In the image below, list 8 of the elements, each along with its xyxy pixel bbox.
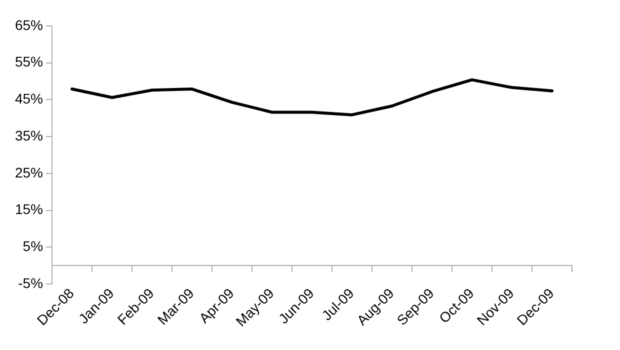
y-tick-label: 45% [14, 90, 44, 107]
y-tick-label: -5% [18, 274, 44, 291]
y-tick-label: 65% [14, 16, 44, 33]
y-tick-label: 25% [14, 164, 44, 180]
y-tick-label: 35% [14, 127, 44, 144]
y-tick-label: 55% [14, 54, 44, 70]
y-tick-label: 5% [22, 238, 44, 254]
y-tick-label: 15% [14, 201, 44, 218]
